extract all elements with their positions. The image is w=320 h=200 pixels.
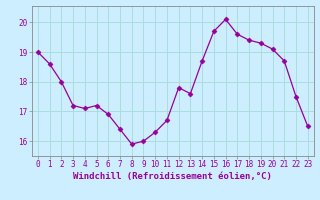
- X-axis label: Windchill (Refroidissement éolien,°C): Windchill (Refroidissement éolien,°C): [73, 172, 272, 181]
